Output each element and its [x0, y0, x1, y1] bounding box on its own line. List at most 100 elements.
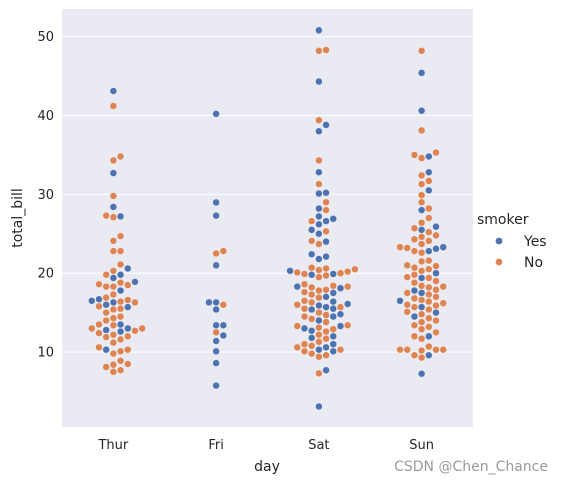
data-point-no — [322, 318, 330, 326]
data-point-yes — [336, 322, 345, 330]
data-point-no — [95, 320, 103, 329]
data-point-no — [124, 281, 132, 289]
data-point-no — [109, 305, 117, 314]
data-point-yes — [425, 152, 433, 161]
data-point-yes — [315, 301, 323, 310]
data-point-no — [425, 177, 433, 185]
data-point-no — [219, 247, 227, 255]
data-point-no — [308, 350, 316, 358]
data-point-no — [315, 156, 323, 164]
data-point-no — [131, 298, 139, 306]
y-axis-label: total_bill — [10, 188, 26, 248]
data-point-no — [418, 154, 426, 162]
data-point-no — [308, 264, 316, 272]
x-tick-labels: Thur Fri Sat Sun — [97, 438, 434, 453]
data-point-yes — [117, 271, 125, 279]
data-point-no — [403, 289, 411, 297]
data-point-no — [403, 261, 411, 269]
data-point-no — [418, 198, 426, 206]
data-point-yes — [308, 327, 316, 335]
data-point-yes — [212, 347, 220, 355]
data-point-no — [403, 301, 411, 309]
data-point-no — [315, 353, 323, 361]
data-point-yes — [102, 326, 110, 334]
data-point-no — [425, 342, 433, 351]
data-point-no — [418, 180, 426, 188]
data-point-no — [410, 224, 418, 232]
data-point-no — [418, 219, 426, 227]
data-point-no — [117, 335, 125, 344]
data-point-no — [403, 308, 411, 316]
data-point-no — [109, 331, 117, 339]
data-point-yes — [88, 297, 96, 305]
data-point-no — [109, 213, 117, 221]
data-point-no — [322, 311, 330, 319]
data-point-yes — [293, 283, 301, 291]
data-point-yes — [286, 267, 294, 275]
data-point-no — [315, 266, 323, 274]
data-point-yes — [124, 324, 132, 332]
data-point-no — [315, 309, 323, 317]
data-point-no — [315, 273, 323, 281]
data-point-no — [315, 287, 323, 295]
data-point-yes — [329, 270, 337, 278]
data-point-no — [138, 324, 146, 332]
data-point-yes — [432, 245, 440, 253]
data-point-no — [418, 126, 426, 135]
x-tick-label: Fri — [208, 438, 224, 453]
data-point-no — [418, 296, 426, 304]
data-point-no — [315, 369, 323, 377]
data-point-no — [212, 249, 220, 258]
data-point-no — [117, 357, 125, 365]
data-point-yes — [432, 223, 440, 231]
data-point-no — [418, 282, 426, 290]
y-tick-label: 30 — [37, 188, 54, 203]
data-point-no — [124, 346, 132, 354]
legend-label-no: No — [524, 255, 543, 271]
data-point-no — [344, 268, 352, 276]
data-point-no — [432, 293, 440, 301]
data-point-no — [315, 324, 323, 332]
data-point-no — [293, 343, 301, 351]
data-point-no — [418, 249, 426, 257]
data-point-no — [322, 286, 330, 294]
data-point-no — [418, 257, 426, 265]
data-point-yes — [418, 206, 426, 214]
data-point-no — [396, 346, 404, 354]
data-point-no — [425, 265, 433, 273]
data-point-no — [293, 301, 301, 309]
data-point-no — [109, 290, 117, 299]
data-point-no — [293, 322, 301, 330]
data-point-yes — [418, 274, 426, 282]
data-point-yes — [109, 298, 117, 306]
data-point-yes — [336, 284, 345, 292]
data-point-no — [410, 279, 418, 287]
data-point-no — [109, 283, 117, 291]
data-point-yes — [425, 186, 433, 194]
data-point-no — [425, 274, 433, 282]
data-point-yes — [410, 287, 418, 295]
data-point-yes — [117, 320, 125, 329]
data-point-no — [117, 279, 125, 287]
data-point-no — [109, 361, 117, 369]
data-point-no — [109, 339, 117, 347]
data-point-no — [432, 346, 440, 354]
data-point-no — [102, 294, 110, 302]
data-point-yes — [212, 110, 220, 118]
data-point-yes — [329, 305, 337, 313]
data-point-no — [315, 294, 323, 302]
data-point-no — [418, 267, 426, 275]
data-point-yes — [131, 278, 139, 286]
data-point-yes — [425, 168, 433, 176]
data-point-no — [410, 151, 418, 159]
data-point-yes — [329, 340, 337, 348]
data-point-yes — [418, 226, 426, 234]
data-point-yes — [315, 402, 323, 411]
data-point-no — [425, 214, 433, 222]
data-point-yes — [212, 321, 220, 329]
data-point-no — [410, 294, 418, 303]
data-point-yes — [322, 343, 330, 351]
data-point-yes — [425, 351, 433, 359]
data-point-no — [410, 235, 418, 243]
data-point-no — [102, 316, 110, 325]
